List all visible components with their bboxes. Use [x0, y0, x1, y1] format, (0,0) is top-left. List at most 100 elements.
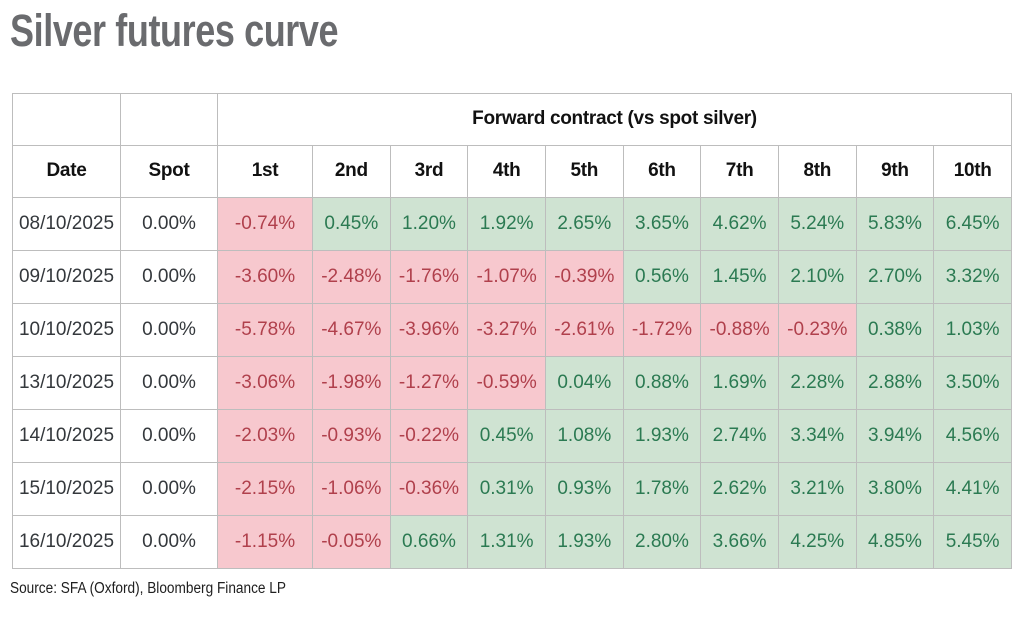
forward-cell-negative: -1.27% — [389, 355, 469, 410]
table-row: 15/10/2025 0.00% -2.15% -1.06% -0.36% 0.31% 0.… — [12, 461, 1012, 516]
forward-cell-positive: 1.20% — [389, 196, 469, 251]
spot-cell: 0.00% — [120, 302, 218, 357]
column-header-3rd: 3rd — [389, 144, 469, 198]
forward-cell-positive: 1.45% — [700, 249, 779, 304]
forward-cell-positive: 3.50% — [933, 355, 1012, 410]
forward-group-header: Forward contract (vs spot silver) — [217, 92, 1012, 146]
column-header-9th: 9th — [855, 144, 935, 198]
forward-cell-positive: 2.74% — [700, 408, 779, 463]
spot-cell: 0.00% — [120, 461, 218, 516]
forward-cell-positive: 2.10% — [777, 249, 857, 304]
column-header-8th: 8th — [777, 144, 857, 198]
table-row: 10/10/2025 0.00% -5.78% -4.67% -3.96% -3.27% -… — [12, 302, 1012, 357]
forward-cell-positive: 0.93% — [544, 461, 624, 516]
table-row: 08/10/2025 0.00% -0.74% 0.45% 1.20% 1.92% 2.65… — [12, 196, 1012, 251]
forward-cell-positive: 1.69% — [700, 355, 779, 410]
forward-cell-positive: 4.85% — [855, 514, 935, 569]
spot-cell: 0.00% — [120, 249, 218, 304]
forward-cell-positive: 1.92% — [467, 196, 546, 251]
forward-cell-negative: -1.07% — [467, 249, 546, 304]
forward-cell-positive: 6.45% — [933, 196, 1012, 251]
date-cell: 09/10/2025 — [12, 249, 121, 304]
column-header-spot: Spot — [120, 144, 218, 198]
forward-cell-positive: 3.34% — [777, 408, 857, 463]
empty-header-date — [12, 92, 121, 146]
forward-cell-positive: 2.62% — [700, 461, 779, 516]
forward-cell-positive: 0.88% — [622, 355, 702, 410]
forward-cell-positive: 0.38% — [855, 302, 935, 357]
forward-cell-positive: 1.08% — [544, 408, 624, 463]
forward-cell-positive: 0.31% — [467, 461, 546, 516]
forward-cell-positive: 3.66% — [700, 514, 779, 569]
spot-cell: 0.00% — [120, 408, 218, 463]
date-cell: 08/10/2025 — [12, 196, 121, 251]
date-cell: 14/10/2025 — [12, 408, 121, 463]
forward-cell-negative: -2.03% — [217, 408, 313, 463]
forward-cell-negative: -1.76% — [389, 249, 469, 304]
forward-cell-positive: 1.93% — [544, 514, 624, 569]
forward-cell-positive: 1.03% — [933, 302, 1012, 357]
forward-cell-negative: -5.78% — [217, 302, 313, 357]
column-header-row: Date Spot 1st 2nd 3rd 4th 5th 6th 7th 8th 9th 10th — [12, 144, 1012, 198]
forward-cell-negative: -2.15% — [217, 461, 313, 516]
source-note: Source: SFA (Oxford), Bloomberg Finance … — [10, 579, 286, 597]
table-row: 16/10/2025 0.00% -1.15% -0.05% 0.66% 1.31% 1.9… — [12, 514, 1012, 569]
table-row: 13/10/2025 0.00% -3.06% -1.98% -1.27% -0.59% 0… — [12, 355, 1012, 410]
forward-cell-positive: 3.80% — [855, 461, 935, 516]
forward-cell-positive: 2.28% — [777, 355, 857, 410]
forward-cell-positive: 3.65% — [622, 196, 702, 251]
table-row: 14/10/2025 0.00% -2.03% -0.93% -0.22% 0.45% 1.… — [12, 408, 1012, 463]
forward-cell-negative: -0.88% — [700, 302, 779, 357]
date-cell: 16/10/2025 — [12, 514, 121, 569]
column-header-4th: 4th — [467, 144, 546, 198]
date-cell: 15/10/2025 — [12, 461, 121, 516]
forward-cell-positive: 5.45% — [933, 514, 1012, 569]
forward-cell-negative: -0.39% — [544, 249, 624, 304]
forward-cell-negative: -1.06% — [312, 461, 391, 516]
page-title: Silver futures curve — [10, 5, 339, 56]
forward-cell-positive: 4.56% — [933, 408, 1012, 463]
column-header-1st: 1st — [217, 144, 313, 198]
forward-cell-positive: 2.80% — [622, 514, 702, 569]
column-header-2nd: 2nd — [312, 144, 391, 198]
forward-cell-negative: -3.96% — [389, 302, 469, 357]
forward-cell-positive: 0.56% — [622, 249, 702, 304]
forward-cell-negative: -3.06% — [217, 355, 313, 410]
forward-cell-positive: 2.70% — [855, 249, 935, 304]
forward-cell-positive: 4.25% — [777, 514, 857, 569]
date-cell: 10/10/2025 — [12, 302, 121, 357]
column-header-6th: 6th — [622, 144, 702, 198]
forward-cell-positive: 1.31% — [467, 514, 546, 569]
empty-header-spot — [120, 92, 218, 146]
forward-cell-positive: 2.88% — [855, 355, 935, 410]
forward-cell-positive: 0.45% — [312, 196, 391, 251]
forward-cell-positive: 3.94% — [855, 408, 935, 463]
forward-cell-negative: -0.74% — [217, 196, 313, 251]
forward-cell-negative: -1.98% — [312, 355, 391, 410]
forward-cell-negative: -3.27% — [467, 302, 546, 357]
forward-cell-positive: 1.78% — [622, 461, 702, 516]
column-header-7th: 7th — [700, 144, 779, 198]
group-header-row: Forward contract (vs spot silver) — [12, 92, 1012, 146]
forward-cell-negative: -4.67% — [312, 302, 391, 357]
forward-cell-negative: -0.36% — [389, 461, 469, 516]
forward-cell-negative: -0.93% — [312, 408, 391, 463]
forward-cell-negative: -1.72% — [622, 302, 702, 357]
forward-cell-negative: -0.22% — [389, 408, 469, 463]
forward-cell-positive: 0.66% — [389, 514, 469, 569]
forward-cell-negative: -0.05% — [312, 514, 391, 569]
forward-cell-negative: -0.23% — [777, 302, 857, 357]
forward-cell-negative: -0.59% — [467, 355, 546, 410]
forward-cell-positive: 4.62% — [700, 196, 779, 251]
column-header-5th: 5th — [544, 144, 624, 198]
forward-cell-negative: -2.48% — [312, 249, 391, 304]
forward-cell-negative: -2.61% — [544, 302, 624, 357]
forward-cell-positive: 0.04% — [544, 355, 624, 410]
spot-cell: 0.00% — [120, 514, 218, 569]
forward-cell-positive: 5.24% — [777, 196, 857, 251]
forward-cell-negative: -1.15% — [217, 514, 313, 569]
forward-cell-positive: 3.32% — [933, 249, 1012, 304]
forward-cell-negative: -3.60% — [217, 249, 313, 304]
spot-cell: 0.00% — [120, 196, 218, 251]
forward-cell-positive: 5.83% — [855, 196, 935, 251]
